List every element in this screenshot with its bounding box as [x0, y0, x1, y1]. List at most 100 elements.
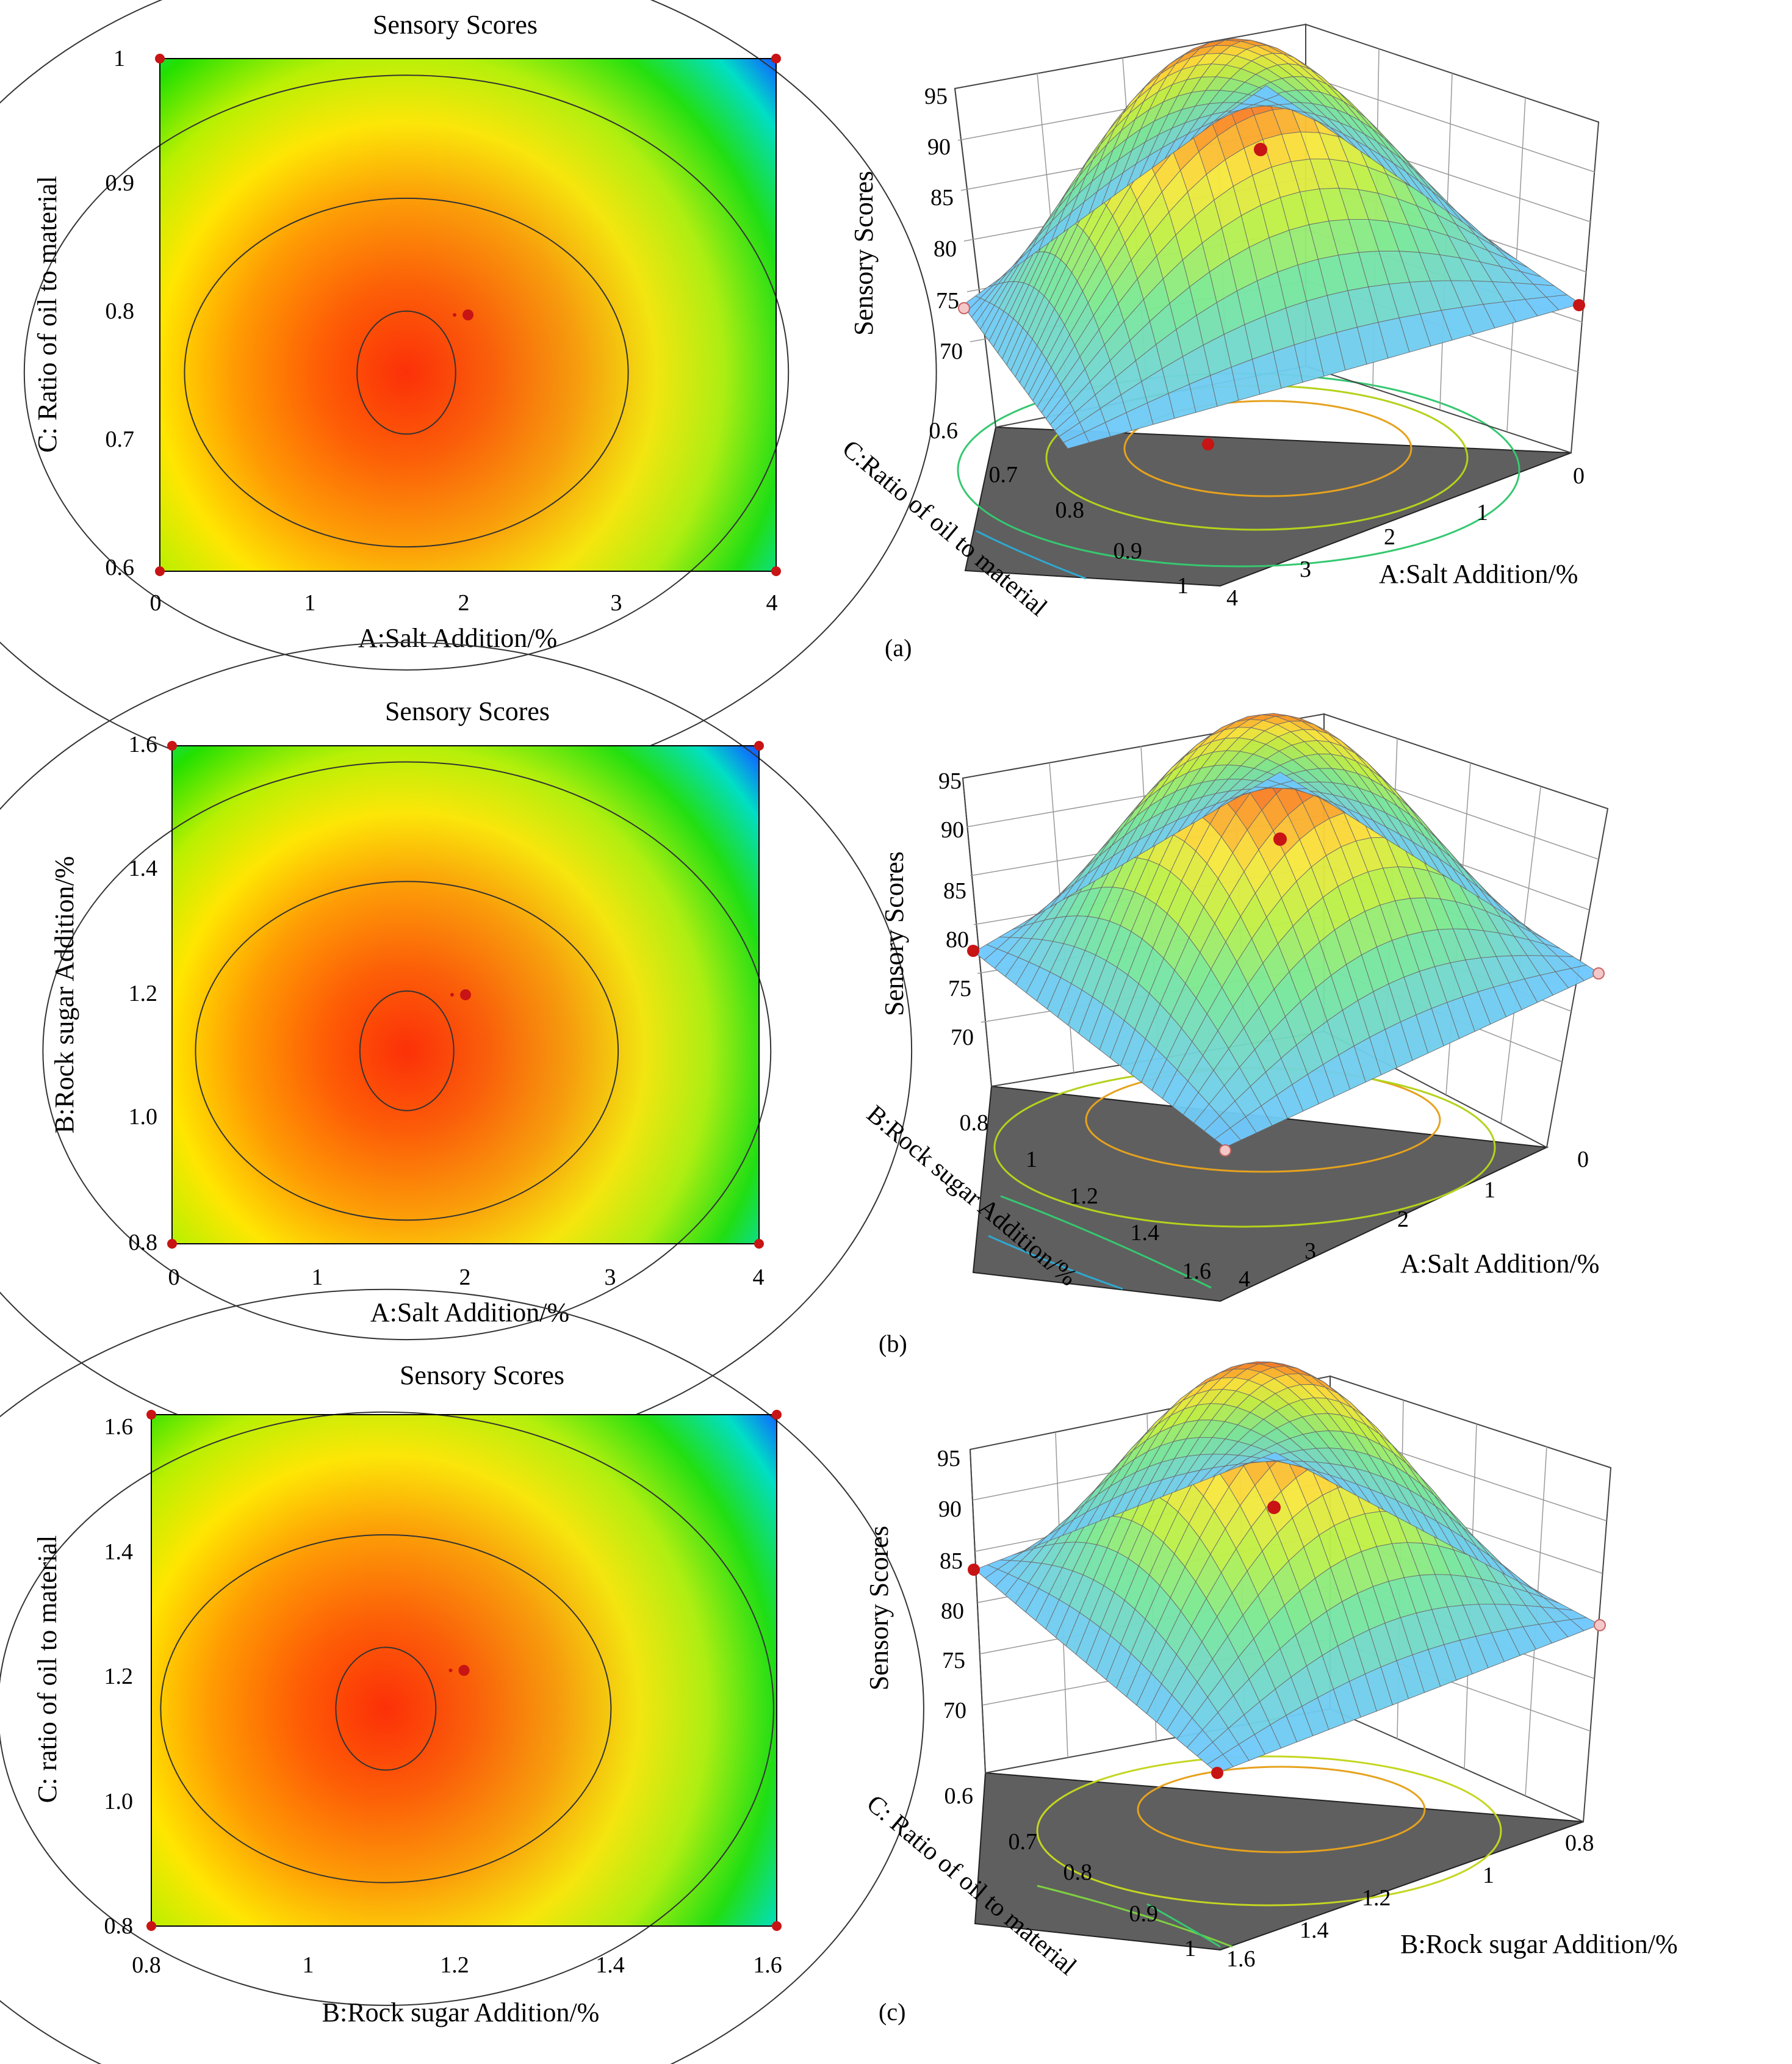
contour-line [42, 761, 772, 1341]
chart-title: Sensory Scores [385, 696, 550, 726]
y-tick-label: 1.0 [129, 1104, 158, 1130]
y-tick-label: 1.4 [104, 1539, 134, 1565]
design-point [155, 54, 165, 63]
x-tick-label: 0.8 [132, 1952, 161, 1978]
plot-frame [151, 1414, 777, 1927]
z-tick-label: 80 [946, 927, 969, 953]
x-tick-label: 4 [766, 590, 778, 616]
z-tick-label: 90 [927, 134, 951, 160]
design-point [772, 1921, 782, 1931]
x-tick-label: 1 [1484, 1177, 1495, 1203]
x-tick-label: 1 [312, 1265, 323, 1290]
z-tick-label: 75 [936, 288, 959, 314]
design-points [968, 1501, 1606, 1779]
center-design-point-marker [448, 1669, 453, 1672]
z-axis-label: Sensory Scores [864, 1526, 894, 1691]
center-design-point [462, 309, 473, 320]
x-tick-label: 1 [303, 1952, 314, 1978]
x-axis-label: B:Rock sugar Addition/% [1400, 1929, 1678, 1959]
x-axis-label: A:Salt Addition/% [358, 623, 557, 653]
plot-frame [171, 745, 760, 1244]
design-point [1594, 1619, 1606, 1631]
y-tick-label: 1.2 [129, 981, 158, 1006]
x-tick-label: 3 [611, 590, 622, 616]
z-tick-label: 95 [924, 84, 948, 109]
x-tick-label: 4 [1226, 585, 1238, 611]
y-axis: 0.8 1.0 1.2 1.4 1.6 C: ratio of oil to m… [32, 1414, 133, 1939]
y-tick-label: 1 [113, 46, 125, 71]
chart-title: Sensory Scores [373, 10, 538, 40]
center-design-point [458, 1665, 470, 1676]
design-point [146, 1410, 156, 1420]
z-tick-label: 80 [934, 236, 957, 262]
x-axis: 0 1 2 3 4 A:Salt Addition/% [168, 1265, 765, 1327]
y-axis-label: B:Rock sugar Addition/% [49, 856, 79, 1134]
design-point [1573, 299, 1585, 311]
y-tick-label: 1 [1026, 1147, 1037, 1172]
x-tick-label: 1.2 [440, 1952, 469, 1978]
y-tick-label: 1.0 [104, 1789, 134, 1814]
design-points [967, 832, 1605, 1156]
z-tick-label: 90 [941, 817, 964, 843]
z-tick-label: 85 [943, 878, 966, 904]
panel-b-contour: Sensory Scores 0 1 2 3 4 A:Salt Addition… [0, 641, 912, 1460]
x-axis-label: A:Salt Addition/% [370, 1297, 569, 1327]
chart-title: Sensory Scores [400, 1360, 564, 1390]
y-axis: 0.6 0.7 0.8 0.9 1 C: Ratio of oil to mat… [32, 46, 134, 580]
y-axis-label: C: ratio of oil to material [32, 1535, 62, 1803]
x-tick-label: 3 [1304, 1238, 1316, 1264]
y-tick-label: 0.8 [104, 1913, 134, 1939]
panel-b-surface: 70 75 80 85 90 95 Sensory Scores 0.8 1 1… [862, 713, 1609, 1357]
x-tick-label: 3 [1300, 557, 1311, 582]
contour-line [184, 197, 629, 548]
y-tick-label: 1.4 [1131, 1220, 1160, 1246]
contour-line [195, 881, 619, 1221]
y-tick-label: 0.9 [106, 170, 135, 196]
design-points [155, 54, 781, 576]
x-axis-label: B:Rock sugar Addition/% [322, 1997, 600, 2027]
y-axis-label: C: Ratio of oil to material [32, 176, 62, 452]
z-axis-label: Sensory Scores [879, 851, 909, 1016]
x-axis: 0 1 2 3 4 A:Salt Addition/% [1226, 463, 1585, 611]
design-point [1273, 832, 1287, 846]
contour-line [356, 310, 456, 435]
x-tick-label: 2 [1397, 1207, 1409, 1232]
x-tick-label: 3 [605, 1265, 616, 1290]
contour-line [0, 1411, 774, 2006]
center-design-point [460, 989, 471, 1000]
contour-line [359, 990, 455, 1111]
design-point [1267, 1501, 1281, 1514]
design-point [754, 1239, 764, 1249]
x-tick-label: 0 [168, 1265, 180, 1290]
y-tick-label: 0.6 [106, 555, 135, 580]
contour-line [23, 74, 790, 671]
panel-a-surface: 70 75 80 85 90 95 Sensory Scores 0.6 0.7… [837, 23, 1600, 662]
design-point [146, 1921, 156, 1931]
z-tick-label: 95 [937, 1446, 960, 1471]
design-point [1219, 1144, 1231, 1156]
design-points [167, 741, 764, 1249]
contour-lines [0, 1288, 924, 2064]
design-point [167, 741, 177, 751]
panel-c-surface: 70 75 80 85 90 95 Sensory Scores 0.6 0.7… [862, 1361, 1678, 2026]
x-tick-label: 1.6 [753, 1952, 782, 1978]
z-tick-label: 85 [940, 1548, 963, 1574]
x-tick-label: 1.4 [1300, 1918, 1329, 1943]
response-surface [962, 38, 1581, 449]
contour-line [0, 1288, 924, 2064]
x-tick-label: 0 [1573, 463, 1585, 489]
design-point [968, 1564, 980, 1576]
x-tick-label: 1 [304, 590, 316, 616]
center-design-point-marker [450, 993, 454, 997]
z-tick-label: 70 [951, 1025, 974, 1050]
design-point [771, 54, 781, 63]
y-tick-label: 1.2 [104, 1664, 134, 1689]
y-tick-label: 0.6 [945, 1783, 974, 1809]
z-axis: 70 75 80 85 90 95 Sensory Scores [879, 768, 974, 1050]
x-tick-label: 2 [459, 1265, 471, 1290]
design-point [1254, 143, 1267, 156]
y-tick-label: 0.8 [960, 1110, 989, 1136]
y-tick-label: 0.8 [1063, 1860, 1093, 1885]
z-tick-label: 85 [930, 185, 954, 211]
